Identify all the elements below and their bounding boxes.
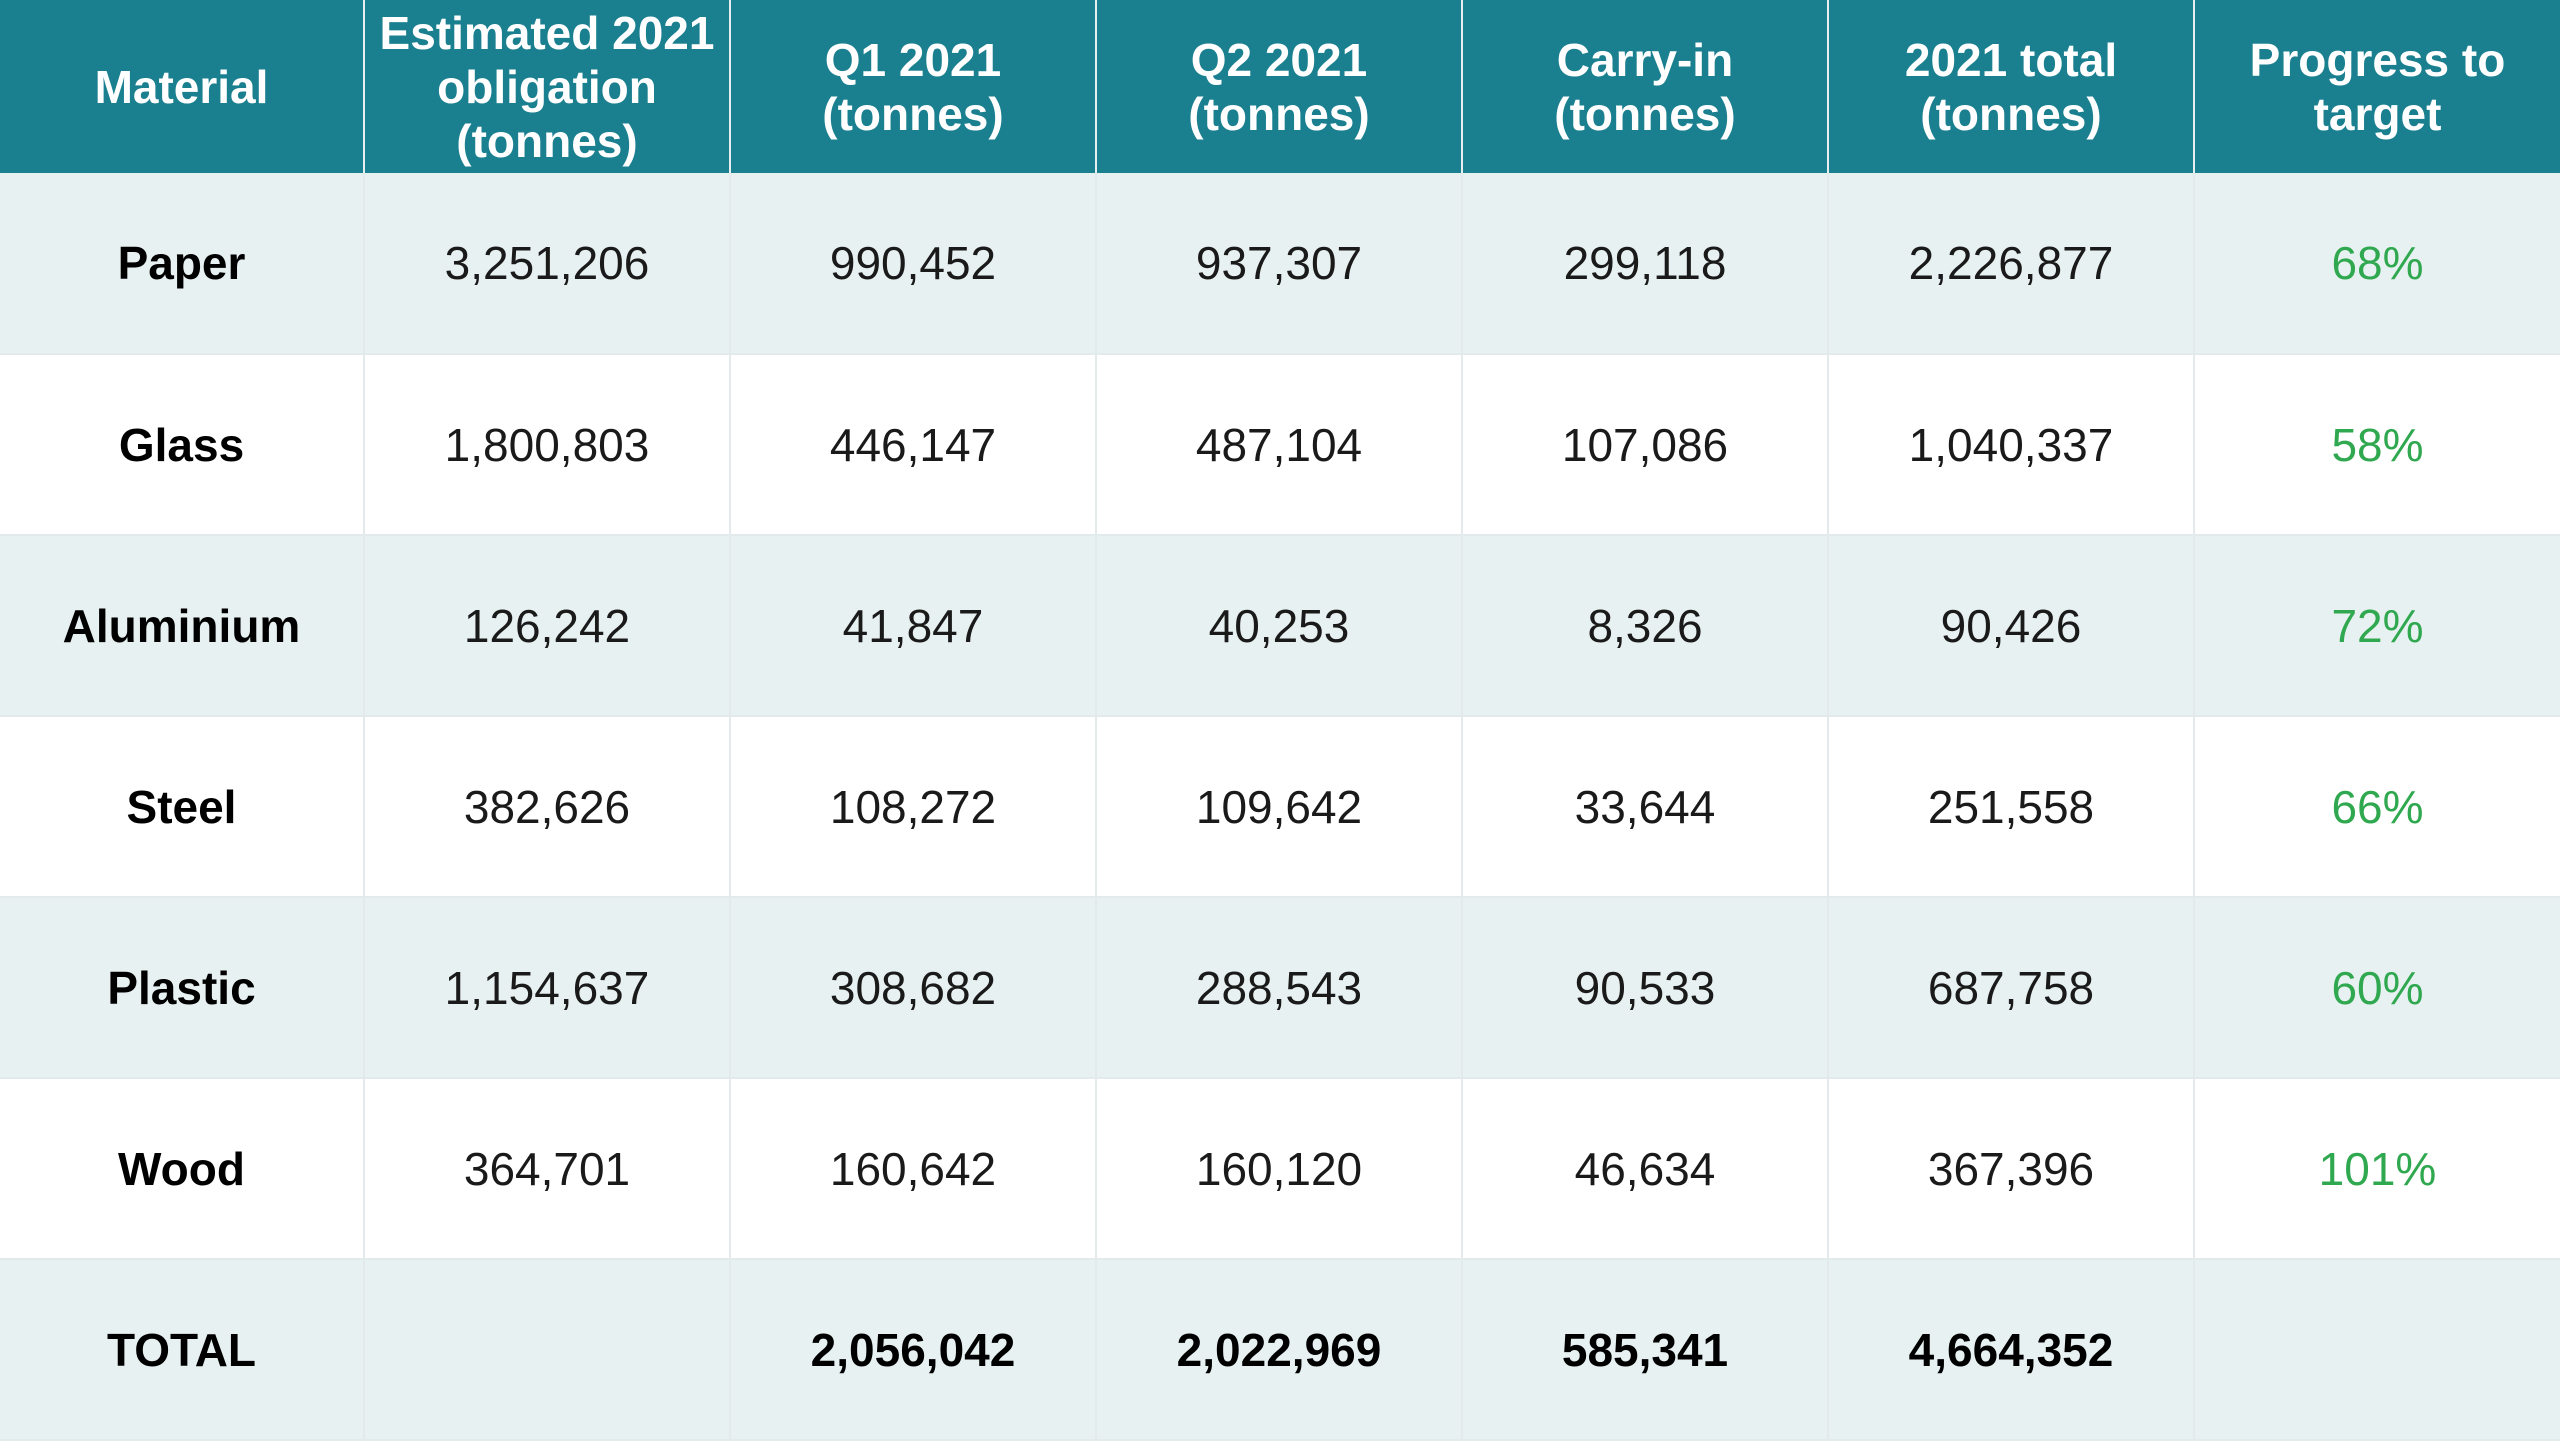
header-progress: Progress to target	[2194, 0, 2560, 173]
obligation-cell: 126,242	[364, 535, 731, 717]
total-cell: 1,040,337	[1828, 354, 2195, 536]
obligation-cell: 364,701	[364, 1078, 731, 1260]
q2-cell: 40,253	[1096, 535, 1463, 717]
progress-cell: 68%	[2194, 173, 2560, 355]
table-row: Aluminium 126,242 41,847 40,253 8,326 90…	[0, 535, 2560, 717]
material-cell: Wood	[0, 1078, 365, 1260]
grand-total-cell: 4,664,352	[1828, 1259, 2195, 1441]
carry-in-cell: 8,326	[1462, 535, 1829, 717]
carry-in-cell: 33,644	[1462, 716, 1829, 898]
q2-cell: 937,307	[1096, 173, 1463, 355]
progress-cell: 66%	[2194, 716, 2560, 898]
total-progress-cell	[2194, 1259, 2560, 1441]
q2-cell: 487,104	[1096, 354, 1463, 536]
q2-cell: 160,120	[1096, 1078, 1463, 1260]
total-carry-in-cell: 585,341	[1462, 1259, 1829, 1441]
total-row: TOTAL 2,056,042 2,022,969 585,341 4,664,…	[0, 1259, 2560, 1441]
q1-cell: 990,452	[730, 173, 1097, 355]
q1-cell: 160,642	[730, 1078, 1097, 1260]
carry-in-cell: 46,634	[1462, 1078, 1829, 1260]
header-obligation: Estimated 2021 obligation (tonnes)	[364, 0, 731, 173]
header-row: Material Estimated 2021 obligation (tonn…	[0, 0, 2560, 173]
total-q1-cell: 2,056,042	[730, 1259, 1097, 1441]
progress-cell: 60%	[2194, 897, 2560, 1079]
q1-cell: 41,847	[730, 535, 1097, 717]
q2-cell: 109,642	[1096, 716, 1463, 898]
obligation-cell: 1,800,803	[364, 354, 731, 536]
carry-in-cell: 299,118	[1462, 173, 1829, 355]
total-cell: 367,396	[1828, 1078, 2195, 1260]
carry-in-cell: 107,086	[1462, 354, 1829, 536]
header-q1: Q1 2021 (tonnes)	[730, 0, 1097, 173]
obligation-cell: 382,626	[364, 716, 731, 898]
total-cell: 2,226,877	[1828, 173, 2195, 355]
progress-cell: 72%	[2194, 535, 2560, 717]
table-row: Glass 1,800,803 446,147 487,104 107,086 …	[0, 354, 2560, 536]
obligation-cell: 3,251,206	[364, 173, 731, 355]
total-obligation-cell	[364, 1259, 731, 1441]
obligation-cell: 1,154,637	[364, 897, 731, 1079]
material-cell: Steel	[0, 716, 365, 898]
header-q2: Q2 2021 (tonnes)	[1096, 0, 1463, 173]
table-row: Paper 3,251,206 990,452 937,307 299,118 …	[0, 173, 2560, 355]
material-cell: Aluminium	[0, 535, 365, 717]
header-carry-in: Carry-in (tonnes)	[1462, 0, 1829, 173]
q1-cell: 446,147	[730, 354, 1097, 536]
header-material: Material	[0, 0, 365, 173]
total-q2-cell: 2,022,969	[1096, 1259, 1463, 1441]
header-total: 2021 total (tonnes)	[1828, 0, 2195, 173]
total-label: TOTAL	[0, 1259, 365, 1441]
material-cell: Glass	[0, 354, 365, 536]
q1-cell: 308,682	[730, 897, 1097, 1079]
progress-cell: 101%	[2194, 1078, 2560, 1260]
table-row: Plastic 1,154,637 308,682 288,543 90,533…	[0, 897, 2560, 1079]
total-cell: 687,758	[1828, 897, 2195, 1079]
table-row: Wood 364,701 160,642 160,120 46,634 367,…	[0, 1078, 2560, 1260]
total-cell: 90,426	[1828, 535, 2195, 717]
carry-in-cell: 90,533	[1462, 897, 1829, 1079]
q2-cell: 288,543	[1096, 897, 1463, 1079]
progress-cell: 58%	[2194, 354, 2560, 536]
material-cell: Plastic	[0, 897, 365, 1079]
table-row: Steel 382,626 108,272 109,642 33,644 251…	[0, 716, 2560, 898]
material-cell: Paper	[0, 173, 365, 355]
q1-cell: 108,272	[730, 716, 1097, 898]
total-cell: 251,558	[1828, 716, 2195, 898]
